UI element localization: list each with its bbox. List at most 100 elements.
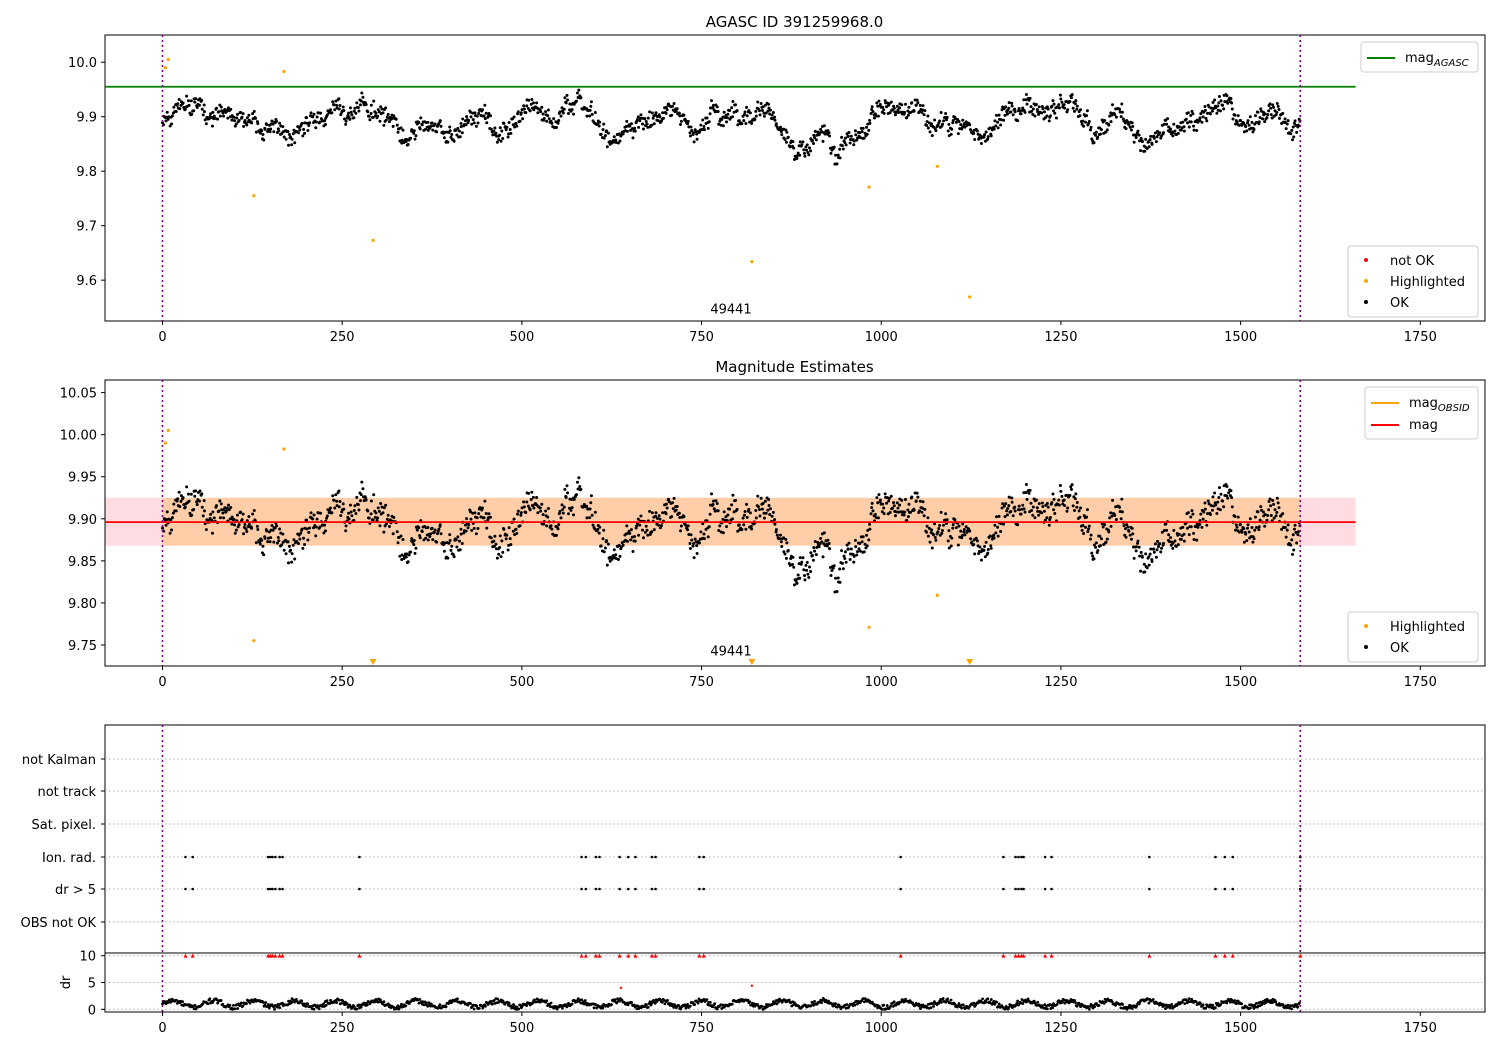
- ok-point: [716, 509, 720, 513]
- flag-event-point: [184, 855, 187, 859]
- ok-point: [1031, 112, 1035, 116]
- dr-point: [517, 1007, 521, 1011]
- ok-point: [800, 143, 804, 147]
- axes-frame: [104, 34, 1486, 322]
- ok-point: [323, 523, 327, 527]
- ok-point: [1254, 525, 1258, 529]
- ok-point: [170, 516, 174, 520]
- dr-point: [491, 1002, 494, 1006]
- ok-point: [585, 504, 589, 508]
- ok-point: [531, 101, 535, 105]
- ok-point: [489, 536, 493, 540]
- x-tick-label: 250: [330, 330, 355, 345]
- ok-point: [629, 122, 633, 126]
- ok-point: [458, 135, 462, 139]
- flag-event-point: [598, 855, 601, 859]
- ok-point: [492, 129, 496, 133]
- dr-point: [1021, 1002, 1025, 1005]
- dr-point: [355, 1007, 359, 1011]
- ok-point: [1244, 532, 1248, 536]
- ok-point: [780, 544, 784, 548]
- ok-point: [1057, 503, 1061, 507]
- dr-point: [688, 1004, 692, 1008]
- ok-point: [1286, 119, 1290, 123]
- ok-point: [1027, 491, 1031, 495]
- ok-point: [164, 523, 168, 527]
- ok-point: [1098, 544, 1102, 548]
- ok-point: [181, 101, 185, 105]
- ok-point: [1045, 114, 1049, 118]
- ok-point: [1253, 528, 1257, 532]
- ok-point: [807, 153, 811, 157]
- flag-event-point: [618, 855, 621, 859]
- ok-point: [659, 524, 663, 528]
- ok-point: [945, 518, 949, 522]
- ok-point: [1131, 532, 1135, 536]
- flag-event-point: [598, 887, 601, 891]
- ok-point: [200, 492, 204, 496]
- ok-point: [562, 107, 566, 111]
- ok-point: [204, 122, 208, 126]
- ok-point: [656, 523, 660, 527]
- ok-point: [589, 100, 593, 104]
- ok-point: [1161, 541, 1165, 545]
- ok-point: [506, 135, 510, 139]
- ok-point: [926, 534, 930, 538]
- ok-point: [254, 130, 258, 134]
- dr-flag-marker: [1001, 953, 1006, 958]
- flag-event-point: [1014, 887, 1017, 891]
- ok-point: [688, 131, 692, 135]
- ok-point: [1276, 104, 1280, 108]
- ok-point: [907, 105, 911, 109]
- ok-point: [509, 131, 513, 135]
- ok-point: [230, 522, 234, 526]
- ok-point: [707, 525, 711, 529]
- ok-point: [1283, 117, 1287, 121]
- ok-point: [350, 113, 354, 117]
- ok-point: [599, 132, 603, 136]
- ok-point: [688, 542, 692, 546]
- ok-point: [1267, 500, 1271, 504]
- ok-point: [252, 508, 256, 512]
- ok-point: [375, 518, 379, 522]
- ok-point: [1051, 492, 1055, 496]
- ok-point: [643, 530, 647, 534]
- ok-point: [1204, 116, 1208, 120]
- ok-point: [518, 119, 522, 123]
- ok-point: [298, 537, 302, 541]
- ok-point: [1033, 114, 1037, 118]
- ok-point: [651, 116, 655, 120]
- ok-point: [300, 527, 304, 531]
- dr-point: [404, 1004, 408, 1008]
- ok-point: [731, 99, 735, 103]
- ok-point: [325, 113, 329, 117]
- ok-point: [927, 526, 931, 530]
- ok-point: [355, 495, 359, 499]
- ok-point: [1296, 530, 1300, 534]
- y-tick-label: 9.95: [68, 471, 97, 486]
- ok-point: [840, 135, 844, 139]
- ok-point: [1166, 117, 1170, 121]
- ok-point: [1062, 498, 1066, 502]
- ok-point: [561, 511, 565, 515]
- ok-point: [431, 538, 435, 542]
- ok-point: [269, 536, 273, 540]
- ok-point: [1077, 509, 1081, 513]
- ok-point: [384, 106, 388, 110]
- ok-point: [512, 517, 516, 521]
- ok-point: [602, 550, 606, 554]
- ok-point: [961, 522, 965, 526]
- ok-point: [661, 511, 665, 515]
- ok-point: [247, 113, 251, 117]
- ok-point: [413, 137, 417, 141]
- ok-point: [448, 533, 452, 537]
- ok-point: [1085, 515, 1089, 519]
- highlighted-point: [935, 164, 939, 168]
- ok-point: [1252, 128, 1256, 132]
- ok-point: [460, 131, 464, 135]
- ok-point: [962, 122, 966, 126]
- ok-point: [455, 545, 459, 549]
- ok-point: [218, 499, 222, 503]
- ok-point: [710, 492, 713, 496]
- ok-point: [276, 536, 280, 540]
